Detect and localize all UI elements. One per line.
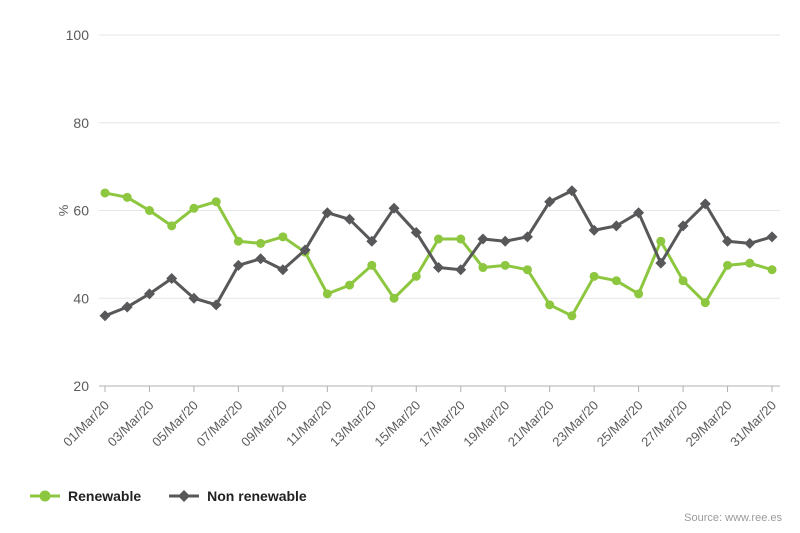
data-point (633, 207, 645, 219)
data-point (655, 257, 667, 269)
data-point (411, 271, 421, 281)
data-point (143, 288, 155, 300)
legend-label-non-renewable: Non renewable (207, 488, 307, 504)
data-point (255, 253, 267, 265)
x-tick-label: 21/Mar/20 (505, 398, 557, 450)
data-point (144, 206, 154, 215)
data-point (588, 224, 600, 236)
data-point (634, 289, 644, 299)
source-text: Source: www.ree.es (684, 512, 782, 524)
data-point (188, 292, 200, 304)
x-tick-label: 23/Mar/20 (549, 398, 601, 450)
renewable-line (103, 191, 774, 318)
data-point (232, 259, 244, 271)
data-point (277, 264, 289, 276)
data-point (278, 232, 288, 242)
data-point (345, 280, 355, 290)
data-point (299, 244, 311, 256)
x-tick-label: 01/Mar/20 (60, 398, 112, 450)
data-point (477, 233, 489, 245)
non-renewable-line (103, 189, 774, 318)
data-point (544, 196, 556, 208)
data-point (189, 203, 199, 213)
data-point (166, 273, 178, 285)
data-point (455, 264, 467, 276)
data-point (566, 185, 578, 197)
data-point (744, 237, 756, 249)
legend: Renewable Non renewable (30, 488, 307, 504)
data-point (589, 271, 599, 281)
data-point (367, 260, 377, 270)
data-point (322, 289, 332, 299)
data-point (167, 221, 177, 231)
data-point (456, 234, 466, 244)
data-point (100, 188, 110, 198)
renewable-marker-icon (30, 490, 60, 502)
line-chart: 20406080100%01/Mar/2003/Mar/2005/Mar/200… (56, 27, 780, 450)
data-point (366, 235, 378, 247)
data-point (388, 202, 400, 214)
x-tick-label: 29/Mar/20 (683, 398, 735, 450)
x-tick-label: 13/Mar/20 (327, 398, 379, 450)
data-point (233, 236, 243, 246)
data-point (122, 192, 132, 202)
data-point (410, 226, 422, 238)
x-tick-label: 07/Mar/20 (194, 398, 246, 450)
chart-area: 20 40 60 80 100% 01/Mar/20 03/Mar/20 05/Mar/20 0… (56, 27, 780, 450)
data-point (389, 293, 399, 303)
data-point (611, 276, 621, 286)
data-point (567, 311, 577, 321)
y-tick-label: 100 (66, 27, 90, 43)
data-point (656, 236, 666, 246)
data-point (256, 238, 266, 248)
data-point (500, 260, 510, 270)
data-point (700, 298, 710, 308)
data-point (478, 263, 488, 273)
data-point (767, 265, 777, 275)
y-tick-label: 60 (73, 203, 89, 219)
data-point (766, 231, 778, 243)
y-tick-label: 20 (73, 378, 89, 394)
data-point (678, 276, 688, 286)
legend-item-renewable[interactable]: Renewable (30, 488, 141, 504)
data-point (344, 213, 356, 225)
data-point (121, 301, 133, 313)
x-tick-label: 03/Mar/20 (105, 398, 157, 450)
data-point (722, 235, 734, 247)
data-point (677, 220, 689, 232)
data-point (433, 262, 444, 274)
x-tick-label: 05/Mar/20 (149, 398, 201, 450)
data-point (522, 265, 532, 275)
data-point (211, 197, 221, 207)
data-point (699, 198, 711, 210)
data-point (499, 235, 511, 247)
legend-label-renewable: Renewable (68, 488, 142, 504)
data-point (434, 234, 443, 244)
x-tick-label: 25/Mar/20 (594, 398, 646, 450)
data-point (545, 300, 555, 310)
data-point (745, 258, 755, 268)
data-point (521, 231, 533, 243)
data-point (610, 220, 622, 232)
data-point (210, 299, 222, 311)
data-point (321, 207, 333, 219)
x-tick-label: 09/Mar/20 (238, 398, 290, 450)
x-tick-label: 11/Mar/20 (283, 398, 334, 449)
y-axis-label: % (56, 204, 71, 216)
non-renewable-marker-icon (169, 490, 200, 502)
x-tick-label: 19/Mar/20 (460, 398, 512, 450)
x-tick-label: 15/Mar/20 (371, 398, 423, 450)
y-tick-label: 40 (73, 290, 89, 306)
x-tick-label: 27/Mar/20 (638, 398, 690, 450)
x-tick-label: 17/Mar/20 (416, 398, 468, 450)
data-point (723, 260, 733, 270)
data-point (99, 310, 111, 322)
legend-item-non-renewable[interactable]: Non renewable (169, 488, 307, 504)
y-tick-label: 80 (73, 115, 89, 131)
x-tick-label: 31/Mar/20 (727, 398, 779, 450)
